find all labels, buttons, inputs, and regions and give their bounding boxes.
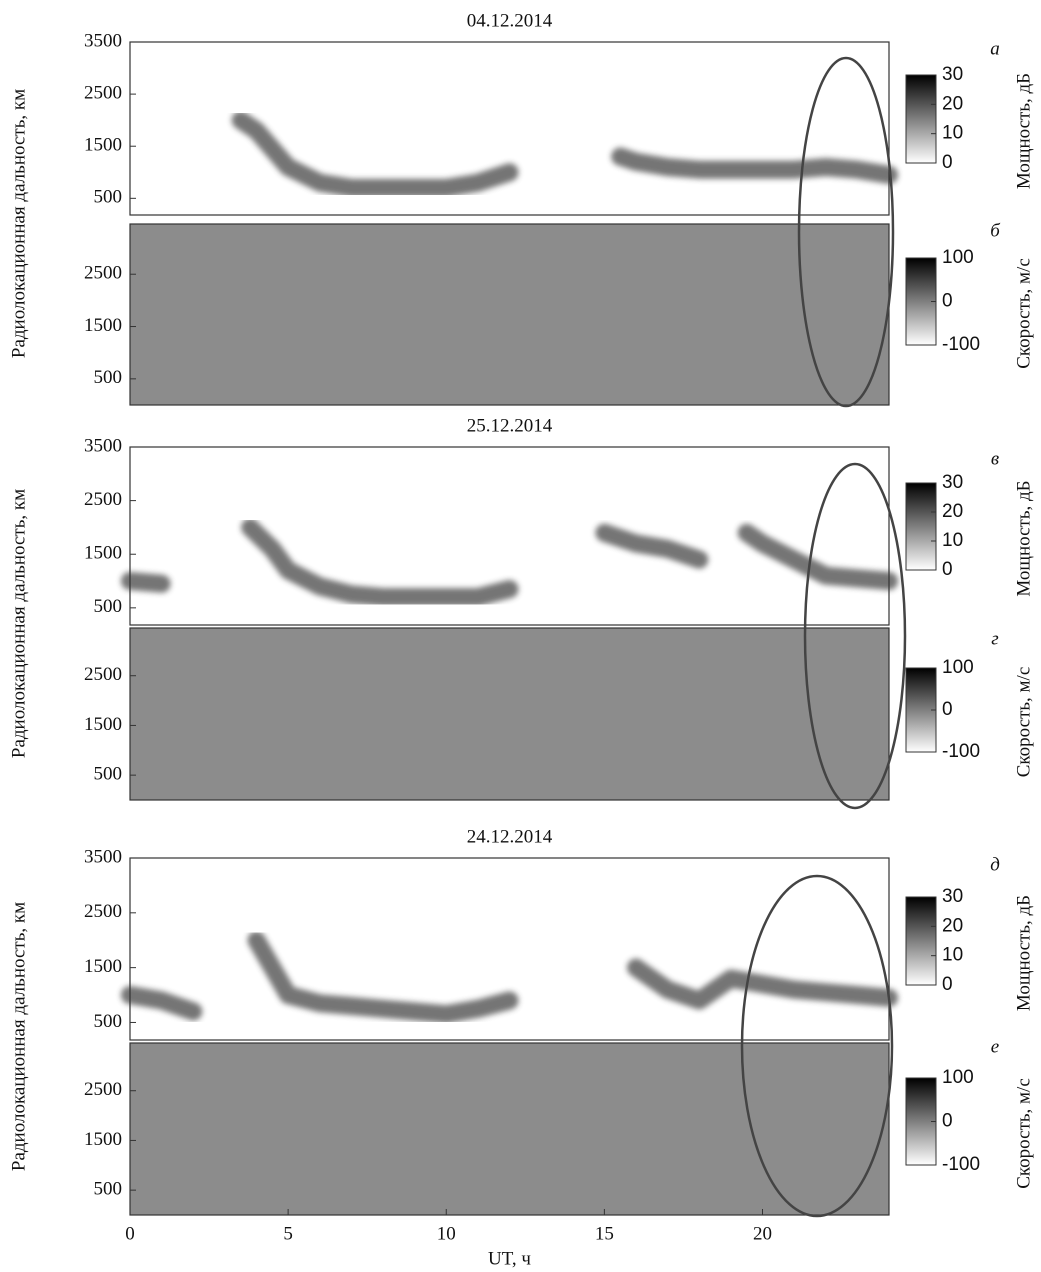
y-tick-label: 500 (94, 1011, 123, 1032)
highlight-ellipse (803, 462, 907, 810)
colorbar-tick-label: 10 (942, 123, 963, 144)
y-tick-label: 1500 (84, 315, 122, 336)
colorbar-tick-label: 10 (942, 530, 963, 551)
y-axis-label: Радиолокационная дальность, км (8, 902, 29, 1171)
colorbar-tick-label: 0 (942, 291, 953, 312)
colorbar (905, 74, 937, 164)
colorbar-tick-label: 20 (942, 915, 963, 936)
colorbar-tick-label: 20 (942, 93, 963, 114)
y-tick-label: 1500 (84, 135, 122, 156)
plots: 50015002500350004.12.2014Радиолокационна… (8, 10, 1034, 1269)
y-tick-label: 1500 (84, 956, 122, 977)
y-tick-label: 2500 (84, 489, 122, 510)
colorbar-label: Мощность, дБ (1013, 480, 1034, 596)
x-tick-label: 10 (437, 1223, 456, 1244)
y-tick-label: 3500 (84, 435, 122, 456)
y-tick-label: 500 (94, 596, 123, 617)
plot-frame (129, 627, 890, 801)
colorbar-tick-label: 30 (942, 886, 963, 907)
y-tick-label: 1500 (84, 1129, 122, 1150)
plot-area (130, 1043, 889, 1215)
colorbar-tick-label: 0 (942, 1111, 953, 1132)
plot-area (130, 628, 889, 800)
y-tick-label: 2500 (84, 263, 122, 284)
colorbar-tick-label: 0 (942, 559, 953, 580)
colorbar (905, 482, 937, 571)
highlight-ellipse (797, 56, 895, 408)
colorbar-tick-label: 10 (942, 945, 963, 966)
plot-frame (129, 41, 890, 216)
x-tick-label: 20 (753, 1223, 772, 1244)
y-tick-label: 500 (94, 1179, 123, 1200)
y-tick-label: 500 (94, 764, 123, 785)
plot-frame (129, 857, 890, 1041)
colorbar-tick-label: 100 (942, 1067, 974, 1088)
colorbar-label: Скорость, м/с (1013, 258, 1034, 369)
colorbar-tick-label: 30 (942, 64, 963, 85)
colorbar-tick-label: -100 (942, 334, 980, 355)
y-tick-label: 1500 (84, 543, 122, 564)
echo-band (121, 518, 898, 607)
y-tick-label: 500 (94, 187, 123, 208)
x-tick-label: 0 (125, 1223, 135, 1244)
colorbar-tick-label: 0 (942, 699, 953, 720)
plot-frame (129, 223, 890, 406)
panel-label: е (991, 1036, 999, 1057)
highlight-ellipse (740, 874, 894, 1218)
colorbar-label: Мощность, дБ (1013, 73, 1034, 189)
colorbar-tick-label: 20 (942, 501, 963, 522)
colorbar-tick-label: 100 (942, 247, 974, 268)
x-tick-label: 5 (283, 1223, 293, 1244)
y-tick-label: 2500 (84, 1079, 122, 1100)
colorbar-tick-label: 0 (942, 974, 953, 995)
panel-label: а (990, 38, 1000, 59)
colorbar (905, 896, 937, 986)
y-tick-label: 3500 (84, 846, 122, 867)
colorbar-tick-label: 0 (942, 152, 953, 173)
colorbar-tick-label: 30 (942, 472, 963, 493)
plot-area (130, 224, 889, 405)
y-tick-label: 3500 (84, 30, 122, 51)
panel-label: б (990, 220, 1001, 241)
y-tick-label: 2500 (84, 82, 122, 103)
y-tick-label: 2500 (84, 664, 122, 685)
y-axis-label: Радиолокационная дальность, км (8, 89, 29, 358)
y-tick-label: 1500 (84, 714, 122, 735)
y-axis-label: Радиолокационная дальность, км (8, 489, 29, 758)
echo-band (121, 931, 898, 1024)
colorbar-tick-label: 100 (942, 657, 974, 678)
plot-area (130, 858, 889, 1040)
y-tick-label: 2500 (84, 901, 122, 922)
echo-band (231, 111, 898, 197)
panel-title: 25.12.2014 (467, 415, 553, 436)
colorbar-tick-label: -100 (942, 1154, 980, 1175)
colorbar-tick-label: -100 (942, 741, 980, 762)
panel-title: 04.12.2014 (467, 10, 553, 31)
plot-frame (129, 1042, 890, 1216)
panel-label: г (991, 628, 998, 649)
colorbar-label: Мощность, дБ (1013, 895, 1034, 1011)
panel-label: в (991, 448, 999, 469)
x-axis-label: UT, ч (488, 1248, 531, 1269)
plot-frame (129, 446, 890, 626)
x-tick-label: 15 (595, 1223, 614, 1244)
panel-title: 24.12.2014 (467, 826, 553, 847)
y-tick-label: 500 (94, 367, 123, 388)
panel-label: д (990, 854, 1000, 875)
colorbar-label: Скорость, м/с (1013, 1078, 1034, 1189)
colorbar-label: Скорость, м/с (1013, 667, 1034, 778)
